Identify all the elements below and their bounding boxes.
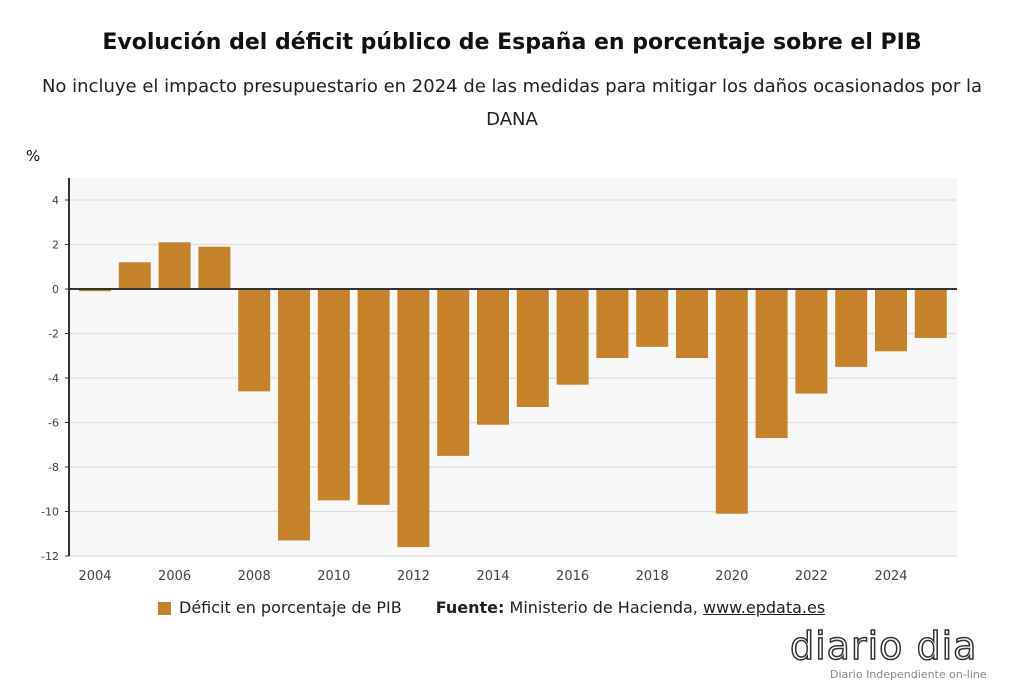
x-tick-label: 2004 [78, 569, 111, 584]
source-label: Fuente: [435, 598, 505, 617]
bar-2021 [755, 289, 788, 439]
logo-wordmark: diario dia [789, 624, 978, 668]
chart-subtitle: No incluye el impacto presupuestario en … [41, 76, 983, 130]
legend-swatch [158, 601, 171, 615]
x-tick-label: 2012 [397, 569, 430, 584]
y-tick-label: 4 [52, 194, 59, 207]
bar-2013 [437, 289, 470, 456]
y-axis-unit: % [26, 147, 41, 165]
y-tick-label: -8 [48, 461, 59, 474]
y-tick-label: -2 [48, 328, 59, 341]
y-tick-label: -4 [48, 372, 59, 385]
y-tick-label: -10 [41, 506, 59, 519]
bar-2022 [795, 289, 828, 394]
bar-2016 [556, 289, 589, 385]
bar-2020 [715, 289, 748, 514]
source-link[interactable]: www.epdata.es [702, 598, 826, 617]
y-tick-label: -6 [48, 417, 59, 430]
bar-2005 [118, 262, 151, 289]
x-tick-label: 2020 [715, 569, 748, 584]
bar-2009 [278, 289, 310, 541]
bar-2017 [596, 289, 629, 358]
bar-2018 [636, 289, 669, 347]
bar-2006 [158, 242, 191, 289]
source-text: Ministerio de Hacienda, [504, 598, 703, 617]
bar-2012 [397, 289, 430, 548]
bar-chart: 4 2 0 -2 -4 -6 -8 -10 -12 2004 2006 2008 2010 2012 201… [41, 178, 957, 584]
legend-label: Déficit en porcentaje de PIB [179, 598, 402, 617]
source: Fuente: Ministerio de Hacienda, www.epda… [436, 598, 825, 618]
x-tick-label: 2008 [238, 569, 271, 584]
y-tick-label: -12 [41, 550, 59, 563]
legend: Déficit en porcentaje de PIB Fuente: Min… [158, 598, 825, 618]
bar-2007 [198, 246, 231, 289]
logo-tagline: Diario Independiente on-line [830, 668, 987, 681]
x-tick-label: 2022 [795, 569, 828, 584]
bar-2010 [317, 289, 350, 501]
bar-2019 [676, 289, 708, 358]
x-tick-label: 2018 [636, 569, 669, 584]
bar-2024 [875, 289, 907, 352]
x-tick-label: 2024 [874, 569, 907, 584]
bar-2025 [914, 289, 947, 338]
bar-2015 [516, 289, 549, 407]
bar-2008 [238, 289, 271, 392]
chart-title: Evolución del déficit público de España … [102, 30, 922, 55]
bar-2023 [835, 289, 868, 367]
x-tick-label: 2016 [556, 569, 589, 584]
x-tick-label: 2014 [476, 569, 509, 584]
bar-2004 [79, 289, 111, 292]
y-tick-label: 2 [52, 239, 59, 252]
y-tick-label: 0 [52, 283, 59, 296]
x-tick-label: 2006 [158, 569, 191, 584]
bar-2014 [477, 289, 509, 425]
logo: diario dia Diario Independiente on-line [789, 624, 1024, 683]
bar-2011 [357, 289, 390, 505]
x-tick-label: 2010 [317, 569, 350, 584]
